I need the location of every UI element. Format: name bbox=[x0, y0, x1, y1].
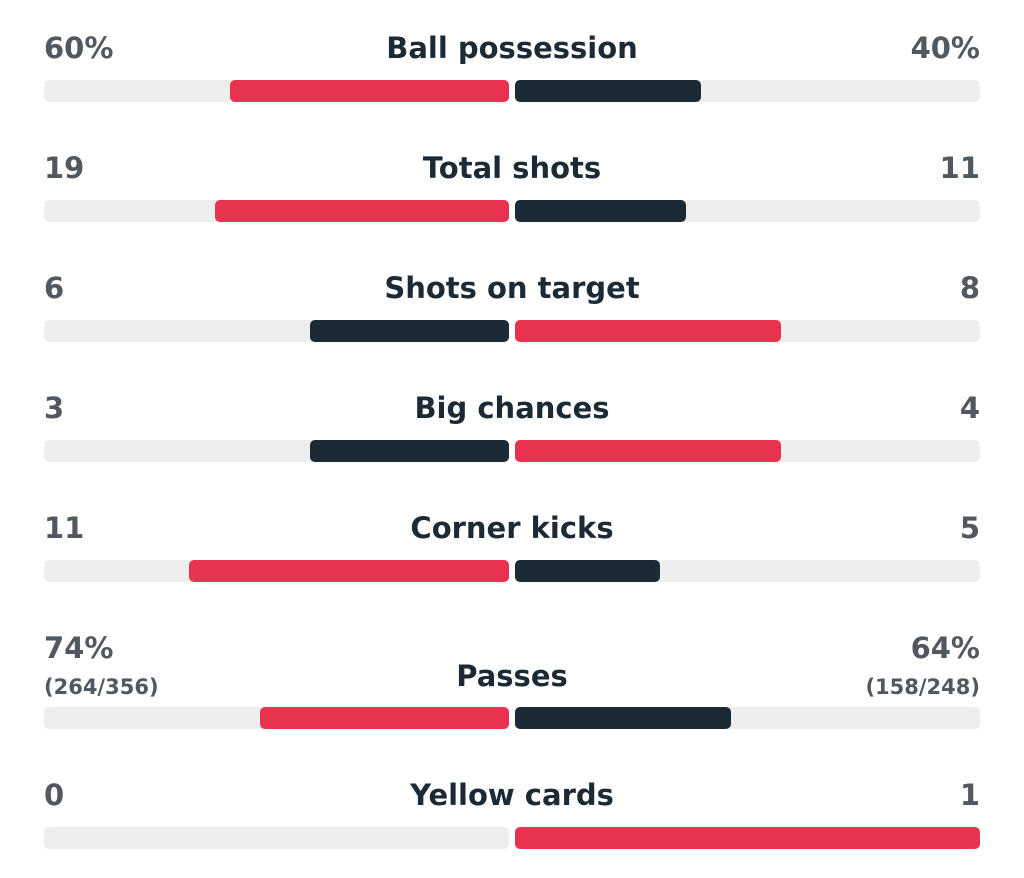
home-pass-detail: (264/356) bbox=[44, 675, 159, 699]
stat-bar bbox=[44, 827, 980, 849]
away-bar-track bbox=[515, 320, 980, 342]
stat-row-corner-kicks: 11 Corner kicks 5 bbox=[44, 510, 980, 590]
away-value: 5 bbox=[959, 511, 980, 545]
stat-bar bbox=[44, 707, 980, 729]
stat-row-passes: 74% (264/356) Passes 64% (158/248) bbox=[44, 630, 980, 740]
away-bar-fill bbox=[515, 440, 781, 462]
away-bar-track bbox=[515, 827, 980, 849]
away-value: 64% bbox=[910, 631, 980, 665]
stat-row-big-chances: 3 Big chances 4 bbox=[44, 390, 980, 470]
away-value: 1 bbox=[959, 778, 980, 812]
home-bar-fill bbox=[214, 200, 509, 222]
away-value: 11 bbox=[939, 151, 980, 185]
stat-label: Big chances bbox=[414, 391, 610, 425]
away-bar-fill bbox=[515, 827, 980, 849]
stat-label: Ball possession bbox=[386, 31, 638, 65]
stat-bar bbox=[44, 200, 980, 222]
home-bar-track bbox=[44, 80, 509, 102]
away-bar-track bbox=[515, 440, 980, 462]
away-bar-fill bbox=[515, 707, 731, 729]
away-value: 8 bbox=[959, 271, 980, 305]
home-bar-fill bbox=[309, 440, 509, 462]
home-value: 11 bbox=[44, 511, 85, 545]
stat-bar bbox=[44, 80, 980, 102]
home-bar-track bbox=[44, 320, 509, 342]
stat-label: Corner kicks bbox=[410, 511, 614, 545]
home-bar-fill bbox=[189, 560, 509, 582]
stat-label: Passes bbox=[456, 659, 568, 693]
away-bar-fill bbox=[515, 80, 701, 102]
stat-label: Total shots bbox=[422, 151, 602, 185]
home-value: 60% bbox=[44, 31, 114, 65]
stat-label: Yellow cards bbox=[410, 778, 614, 812]
home-bar-track bbox=[44, 707, 509, 729]
away-pass-detail: (158/248) bbox=[865, 675, 980, 699]
stat-label: Shots on target bbox=[384, 271, 640, 305]
stat-row-total-shots: 19 Total shots 11 bbox=[44, 150, 980, 230]
stat-row-ball-possession: 60% Ball possession 40% bbox=[44, 30, 980, 110]
home-bar-fill bbox=[230, 80, 509, 102]
home-bar-track bbox=[44, 200, 509, 222]
home-value: 0 bbox=[44, 778, 65, 812]
stat-bar bbox=[44, 440, 980, 462]
away-bar-track bbox=[515, 707, 980, 729]
away-bar-fill bbox=[515, 320, 781, 342]
stat-bar bbox=[44, 320, 980, 342]
stat-row-shots-on-target: 6 Shots on target 8 bbox=[44, 270, 980, 350]
home-value: 74% bbox=[44, 631, 114, 665]
home-value: 19 bbox=[44, 151, 85, 185]
home-bar-fill bbox=[259, 707, 509, 729]
away-bar-fill bbox=[515, 200, 686, 222]
stat-bar bbox=[44, 560, 980, 582]
away-bar-track bbox=[515, 200, 980, 222]
home-bar-fill bbox=[309, 320, 509, 342]
stat-row-yellow-cards: 0 Yellow cards 1 bbox=[44, 777, 980, 857]
home-bar-track bbox=[44, 440, 509, 462]
away-bar-fill bbox=[515, 560, 661, 582]
home-value: 3 bbox=[44, 391, 65, 425]
away-bar-track bbox=[515, 80, 980, 102]
away-value: 4 bbox=[959, 391, 980, 425]
away-bar-track bbox=[515, 560, 980, 582]
home-value: 6 bbox=[44, 271, 65, 305]
home-bar-track bbox=[44, 827, 509, 849]
away-value: 40% bbox=[910, 31, 980, 65]
home-bar-track bbox=[44, 560, 509, 582]
